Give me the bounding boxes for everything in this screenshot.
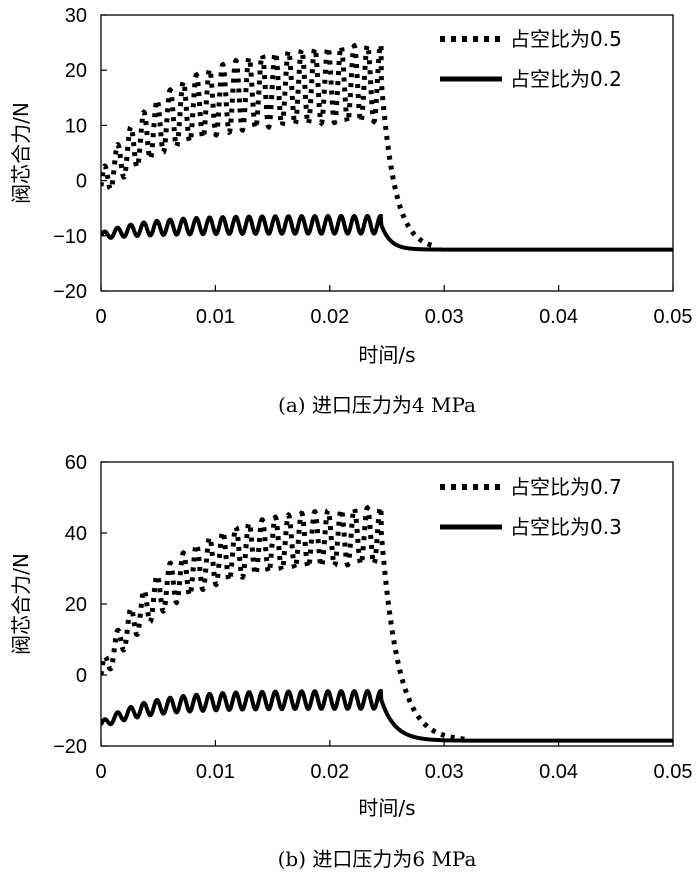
y-tick-label: 40 — [65, 523, 87, 545]
x-tick-label: 0.04 — [539, 306, 578, 328]
series-line-0 — [101, 41, 434, 249]
x-tick-label: 0.01 — [196, 306, 235, 328]
series-line-1 — [101, 688, 673, 743]
y-tick-label: −20 — [53, 281, 87, 303]
series-line-1 — [101, 213, 673, 252]
legend-label-0: 占空比为0.5 — [510, 27, 622, 51]
legend-label-1: 占空比为0.3 — [510, 515, 622, 539]
x-axis-label: 时间/s — [358, 343, 415, 367]
y-tick-label: 30 — [65, 5, 87, 27]
x-tick-label: 0.04 — [539, 761, 578, 783]
y-tick-label: 60 — [65, 452, 87, 474]
y-tick-label: 0 — [76, 665, 87, 687]
figure-caption: (b) 进口压力为6 MPa — [278, 847, 477, 871]
x-tick-label: 0.03 — [425, 306, 464, 328]
y-tick-label: 10 — [65, 115, 87, 137]
x-tick-label: 0 — [95, 761, 106, 783]
x-tick-label: 0.02 — [310, 761, 349, 783]
x-axis-label: 时间/s — [358, 796, 415, 820]
y-tick-label: 20 — [65, 60, 87, 82]
x-tick-label: 0.05 — [654, 306, 693, 328]
y-tick-label: 20 — [65, 594, 87, 616]
x-tick-label: 0 — [95, 306, 106, 328]
legend-label-0: 占空比为0.7 — [510, 475, 622, 499]
x-tick-label: 0.01 — [196, 761, 235, 783]
plot-frame — [100, 14, 674, 292]
chart-panel-1: 0 0.01 0.02 0.03 0.04 0.05 60 40 20 0 −20 时间/s 阀芯合力/… — [9, 452, 692, 871]
y-axis-label: 阀芯合力/N — [9, 553, 33, 655]
figure-caption: (a) 进口压力为4 MPa — [278, 393, 476, 417]
legend-label-1: 占空比为0.2 — [510, 67, 622, 91]
y-tick-label: 0 — [76, 171, 87, 193]
y-tick-label: −20 — [53, 736, 87, 758]
series-line-0 — [101, 504, 468, 742]
x-tick-label: 0.05 — [654, 761, 693, 783]
y-axis-label: 阀芯合力/N — [9, 102, 33, 204]
x-tick-label: 0.02 — [310, 306, 349, 328]
chart-panel-0: 0 0.01 0.02 0.03 0.04 0.05 30 20 10 0 −10 −20 时间/s 阀芯… — [9, 5, 692, 417]
y-tick-label: −10 — [53, 226, 87, 248]
x-tick-label: 0.03 — [425, 761, 464, 783]
